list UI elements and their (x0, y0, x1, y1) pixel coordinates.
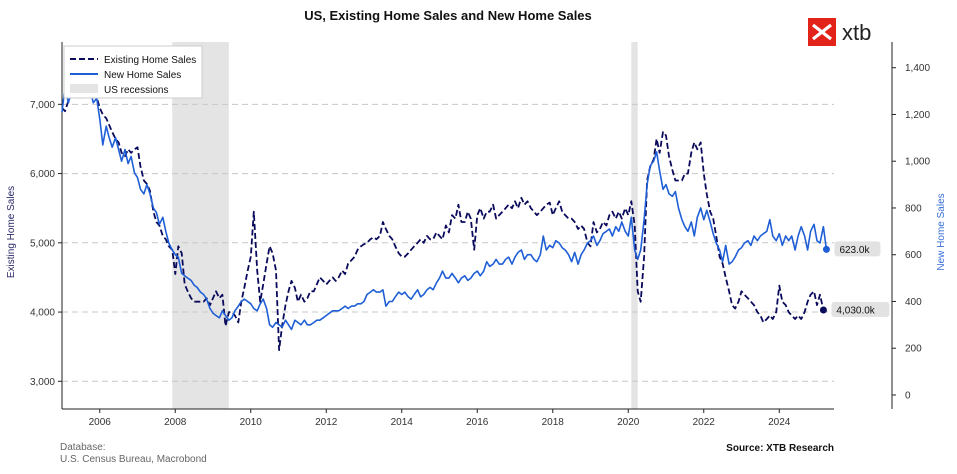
left-tick-label: 3,000 (30, 377, 55, 388)
right-tick-label: 1,400 (905, 63, 930, 74)
xtb-logo: xtb (808, 18, 871, 46)
existing-home-sales-line (61, 82, 825, 351)
footer-source: Source: XTB Research (726, 443, 834, 454)
right-tick-label: 1,200 (905, 110, 930, 121)
end-labels: 623.0k 4,030.0k (819, 241, 890, 317)
left-tick-label: 4,000 (30, 308, 55, 319)
legend: Existing Home Sales New Home Sales US re… (63, 45, 203, 99)
chart-title: US, Existing Home Sales and New Home Sal… (304, 8, 592, 23)
x-tick-label: 2018 (542, 417, 565, 428)
end-label-box (831, 301, 890, 317)
series-lines (61, 82, 828, 351)
right-axis-ticks: 0 200 400 600 800 1,000 1,200 1,400 (892, 63, 930, 401)
x-tick-label: 2024 (768, 417, 791, 428)
legend-entry-recessions: US recessions (104, 85, 168, 96)
end-label-text: 623.0k (839, 245, 870, 256)
recession-band (172, 42, 229, 409)
x-tick-label: 2014 (391, 417, 414, 428)
left-tick-label: 7,000 (30, 100, 55, 111)
grid-lines (62, 103, 834, 382)
footer-database-label: Database: (60, 442, 106, 453)
recession-bands (172, 42, 638, 409)
left-axis-label: Existing Home Sales (6, 186, 17, 278)
right-tick-label: 600 (905, 250, 922, 261)
right-axis-label: New Home Sales (936, 193, 947, 270)
x-tick-label: 2016 (466, 417, 489, 428)
x-axis-ticks: 2006 2008 2010 2012 2014 2016 2018 2020 2022 2024 (89, 409, 791, 428)
x-tick-label: 2020 (617, 417, 640, 428)
x-tick-label: 2012 (315, 417, 338, 428)
legend-swatch-recessions (70, 84, 98, 93)
footer-database-sources: U.S. Census Bureau, Macrobond (60, 454, 207, 465)
new-home-sales-line (61, 83, 828, 331)
right-tick-label: 800 (905, 203, 922, 214)
legend-entry-new: New Home Sales (104, 70, 181, 81)
end-label-text: 4,030.0k (836, 305, 875, 316)
legend-entry-existing: Existing Home Sales (104, 55, 196, 66)
end-point-marker (819, 306, 827, 314)
logo-text: xtb (842, 20, 871, 45)
right-tick-label: 1,000 (905, 157, 930, 168)
right-tick-label: 200 (905, 344, 922, 355)
x-tick-label: 2008 (164, 417, 187, 428)
end-point-marker (822, 245, 830, 253)
x-tick-label: 2010 (240, 417, 263, 428)
right-tick-label: 0 (905, 390, 911, 401)
recession-band (631, 42, 638, 409)
left-tick-label: 6,000 (30, 169, 55, 180)
left-tick-label: 5,000 (30, 238, 55, 249)
x-tick-label: 2022 (693, 417, 716, 428)
logo-x-icon (812, 23, 832, 41)
end-label-box (834, 241, 881, 257)
left-axis-ticks: 3,000 4,000 5,000 6,000 7,000 (30, 100, 62, 388)
x-tick-label: 2006 (89, 417, 112, 428)
right-tick-label: 400 (905, 297, 922, 308)
